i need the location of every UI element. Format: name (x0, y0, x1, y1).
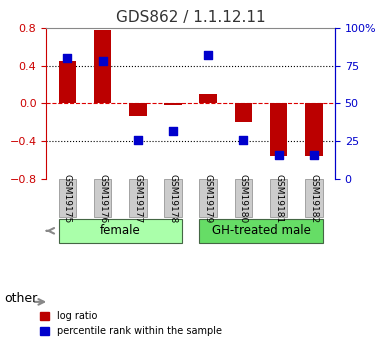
Legend: log ratio, percentile rank within the sample: log ratio, percentile rank within the sa… (36, 307, 226, 340)
Text: female: female (100, 224, 141, 237)
Point (99, 58, 105, 64)
Bar (305, 104, 323, 156)
Point (170, 128, 176, 134)
Bar (234, 104, 252, 122)
Text: GSM19178: GSM19178 (169, 174, 177, 223)
FancyBboxPatch shape (199, 179, 217, 217)
Point (64, 55, 70, 61)
Title: GDS862 / 1.1.12.11: GDS862 / 1.1.12.11 (116, 10, 265, 25)
Text: GSM19177: GSM19177 (133, 174, 142, 223)
FancyBboxPatch shape (164, 179, 182, 217)
Text: GSM19179: GSM19179 (204, 174, 213, 223)
Bar (129, 104, 147, 116)
FancyBboxPatch shape (305, 179, 323, 217)
Bar (94, 30, 111, 104)
Text: GSM19176: GSM19176 (98, 174, 107, 223)
Point (276, 152, 282, 158)
FancyBboxPatch shape (59, 219, 182, 243)
Point (240, 137, 246, 143)
Point (205, 52, 211, 58)
Text: other: other (4, 292, 37, 305)
Bar (199, 94, 217, 104)
FancyBboxPatch shape (199, 219, 323, 243)
FancyBboxPatch shape (234, 179, 252, 217)
FancyBboxPatch shape (270, 179, 288, 217)
Text: GSM19175: GSM19175 (63, 174, 72, 223)
Bar (164, 104, 182, 105)
Bar (270, 104, 288, 156)
Point (311, 152, 317, 158)
Point (135, 137, 141, 143)
Text: GSM19180: GSM19180 (239, 174, 248, 223)
FancyBboxPatch shape (94, 179, 111, 217)
FancyBboxPatch shape (59, 179, 76, 217)
Text: GH-treated male: GH-treated male (212, 224, 310, 237)
FancyBboxPatch shape (129, 179, 147, 217)
Text: GSM19182: GSM19182 (309, 174, 318, 223)
Text: GSM19181: GSM19181 (274, 174, 283, 223)
Bar (59, 61, 76, 104)
